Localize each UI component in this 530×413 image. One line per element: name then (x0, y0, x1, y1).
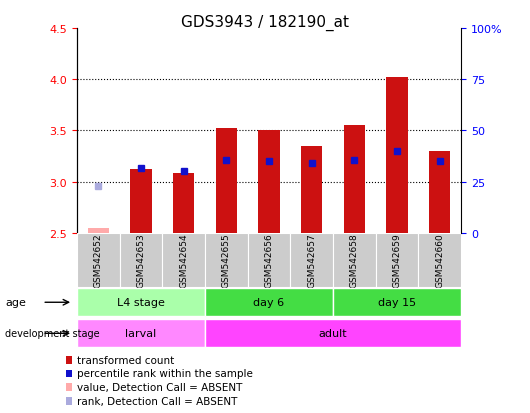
Bar (162, 233, 205, 287)
Bar (386, 78, 408, 233)
Bar (258, 131, 280, 233)
Bar (205, 289, 333, 316)
Text: GSM542658: GSM542658 (350, 233, 359, 287)
Bar (248, 233, 290, 287)
Text: L4 stage: L4 stage (117, 297, 165, 308)
Text: GSM542656: GSM542656 (264, 233, 273, 287)
Text: GSM542660: GSM542660 (435, 233, 444, 287)
Bar (333, 233, 376, 287)
Text: development stage: development stage (5, 328, 100, 339)
Text: GSM542654: GSM542654 (179, 233, 188, 287)
Text: day 6: day 6 (253, 297, 285, 308)
Bar (77, 289, 205, 316)
Text: value, Detection Call = ABSENT: value, Detection Call = ABSENT (77, 382, 243, 392)
Text: GSM542659: GSM542659 (393, 233, 402, 287)
Bar (120, 233, 162, 287)
Bar (205, 233, 248, 287)
Text: adult: adult (319, 328, 347, 339)
Text: GDS3943 / 182190_at: GDS3943 / 182190_at (181, 14, 349, 31)
Bar (343, 126, 365, 233)
Bar (429, 152, 450, 233)
Bar (130, 170, 152, 233)
Text: GSM542652: GSM542652 (94, 233, 103, 287)
Bar (205, 320, 461, 347)
Bar (333, 289, 461, 316)
Bar (77, 320, 205, 347)
Text: GSM542653: GSM542653 (136, 233, 145, 287)
Bar (290, 233, 333, 287)
Bar (376, 233, 418, 287)
Text: transformed count: transformed count (77, 355, 174, 365)
Bar (87, 228, 109, 233)
Text: larval: larval (125, 328, 156, 339)
Bar (77, 233, 120, 287)
Bar (301, 147, 322, 233)
Text: age: age (5, 297, 26, 308)
Text: GSM542657: GSM542657 (307, 233, 316, 287)
Text: day 15: day 15 (378, 297, 416, 308)
Text: GSM542655: GSM542655 (222, 233, 231, 287)
Bar (216, 129, 237, 233)
Text: percentile rank within the sample: percentile rank within the sample (77, 368, 253, 379)
Bar (173, 174, 195, 233)
Text: rank, Detection Call = ABSENT: rank, Detection Call = ABSENT (77, 396, 237, 406)
Bar (418, 233, 461, 287)
